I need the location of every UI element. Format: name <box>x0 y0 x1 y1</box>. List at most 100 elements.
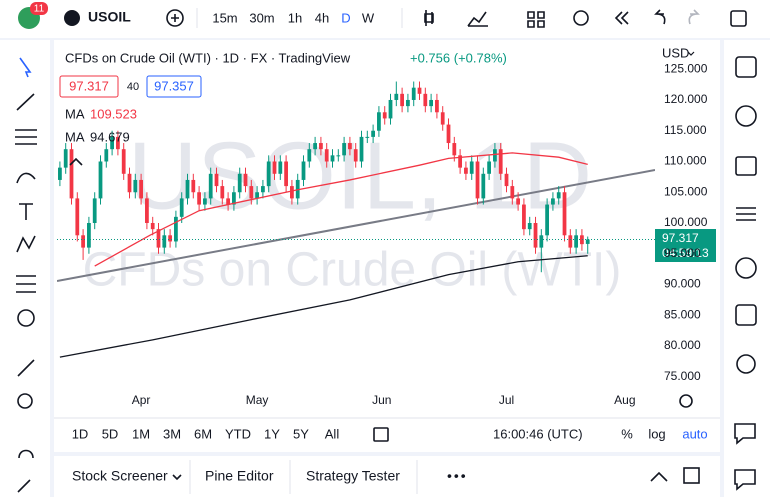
chat-icon[interactable] <box>734 423 756 445</box>
magnet-tool[interactable] <box>18 449 34 459</box>
candle-body <box>556 192 561 199</box>
candle-type-icon[interactable] <box>424 10 434 26</box>
alert-icon[interactable] <box>573 10 589 26</box>
bottom-tab[interactable]: Strategy Tester <box>306 468 400 484</box>
alerts-icon[interactable] <box>735 105 757 127</box>
fullscreen-icon[interactable] <box>730 10 747 27</box>
zoom-tool[interactable] <box>17 393 33 409</box>
candle-body <box>475 161 480 199</box>
range-button[interactable]: 5D <box>102 426 119 441</box>
drawn-trendline[interactable] <box>57 169 655 282</box>
settings-icon[interactable] <box>679 394 693 408</box>
scale-option[interactable]: log <box>648 426 665 441</box>
interval-button[interactable]: W <box>362 10 375 25</box>
candle-body <box>330 155 335 162</box>
maximize-panel[interactable] <box>683 467 700 484</box>
candle-body <box>191 179 196 193</box>
range-button[interactable]: 6M <box>194 426 212 441</box>
currency-label[interactable]: USD <box>662 45 689 60</box>
candle-body <box>464 167 468 174</box>
candle-body <box>87 223 91 248</box>
hotlist-icon[interactable] <box>735 257 757 279</box>
candle-body <box>156 229 161 248</box>
y-tick-label: 125.000 <box>664 61 708 75</box>
plot-area <box>57 81 655 358</box>
text-tool[interactable] <box>19 203 33 220</box>
y-tick-label: 95.000 <box>664 246 701 260</box>
date-range-icon[interactable] <box>373 427 389 442</box>
moving-average <box>94 152 588 267</box>
emoji-tool[interactable] <box>17 309 35 327</box>
y-tick-label: 90.000 <box>664 277 701 291</box>
interval-button[interactable]: 4h <box>315 10 329 25</box>
pattern-tool[interactable] <box>16 235 36 253</box>
news-icon[interactable] <box>735 156 757 176</box>
candle-body <box>58 167 62 180</box>
calendar-icon[interactable] <box>735 304 757 326</box>
replay-icon[interactable] <box>614 11 629 25</box>
candle-body <box>342 143 346 156</box>
range-button[interactable]: 1Y <box>264 426 280 441</box>
candle-body <box>522 204 526 230</box>
interval-button[interactable]: D <box>341 10 350 25</box>
candle-body <box>110 136 114 150</box>
cursor-tool[interactable] <box>19 57 32 78</box>
undo-icon[interactable] <box>654 9 666 25</box>
brush-tool[interactable] <box>16 172 36 184</box>
candle-body <box>348 143 352 150</box>
scale-option[interactable]: % <box>621 426 633 441</box>
trendline-tool[interactable] <box>16 93 35 111</box>
bottom-tab[interactable]: Stock Screener <box>72 468 168 484</box>
candle-body <box>261 186 265 193</box>
messages-icon[interactable] <box>734 469 756 491</box>
candle-body <box>365 136 370 138</box>
notification-badge: 11 <box>34 4 45 15</box>
bid-box[interactable] <box>59 75 119 98</box>
range-button[interactable]: 3M <box>163 426 181 441</box>
forecast-tool[interactable] <box>16 275 36 293</box>
candle-body <box>458 155 462 168</box>
candle-body <box>353 149 358 162</box>
last-price-label: 97.317 <box>662 231 699 245</box>
candle-body <box>203 198 207 205</box>
candle-body <box>69 149 74 199</box>
candle-body <box>121 149 126 174</box>
compare-button[interactable] <box>166 9 184 27</box>
collapse-panel[interactable] <box>650 471 668 482</box>
legend-change: +0.756 (+0.78%) <box>410 50 507 65</box>
countdown: 04:59:13 <box>662 246 709 260</box>
ruler-tool[interactable] <box>17 359 35 377</box>
indicators-icon[interactable] <box>467 11 488 27</box>
range-button[interactable]: 5Y <box>293 426 309 441</box>
collapse-legend[interactable] <box>69 157 83 166</box>
watchlist-icon[interactable] <box>735 56 757 78</box>
candle-body <box>278 161 283 174</box>
ideas-icon[interactable] <box>736 354 756 374</box>
fib-tool[interactable] <box>15 129 37 145</box>
layout-icon[interactable] <box>527 11 545 28</box>
y-tick-label: 120.000 <box>664 92 708 106</box>
ask-box[interactable] <box>146 75 202 98</box>
candle-body <box>400 93 404 107</box>
interval-button[interactable]: 1h <box>288 10 302 25</box>
candle-body <box>127 173 132 193</box>
candle-body <box>440 112 445 125</box>
candle-body <box>98 161 103 199</box>
interval-button[interactable]: 15m <box>212 10 237 25</box>
range-button[interactable]: 1D <box>72 426 89 441</box>
range-button[interactable]: YTD <box>225 426 251 441</box>
range-button[interactable]: 1M <box>132 426 150 441</box>
pencil-tool[interactable] <box>17 479 31 493</box>
candle-body <box>417 87 422 94</box>
scale-option[interactable]: auto <box>682 426 707 441</box>
candle-body <box>493 149 497 162</box>
range-button[interactable]: All <box>325 426 340 441</box>
symbol[interactable]: USOIL <box>88 9 131 25</box>
bottom-tab[interactable]: Pine Editor <box>205 468 274 484</box>
candle-body <box>388 99 393 119</box>
interval-button[interactable]: 30m <box>249 10 274 25</box>
screener-icon[interactable] <box>736 207 756 221</box>
redo-icon[interactable] <box>688 9 700 25</box>
more-menu[interactable]: ••• <box>447 468 468 484</box>
candle-body <box>359 136 364 162</box>
